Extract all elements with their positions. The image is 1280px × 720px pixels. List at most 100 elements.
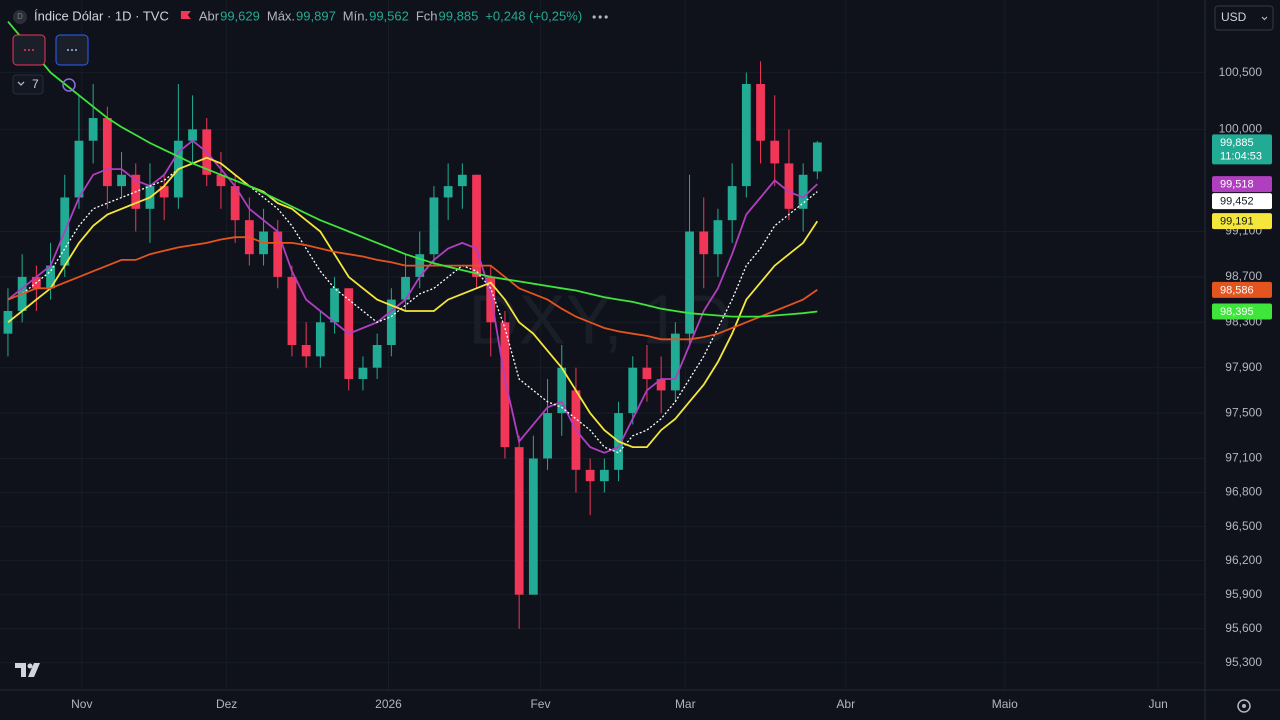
candle-body [3,310,13,334]
y-tick-label: 100,000 [1219,122,1263,136]
change: +0,248 (+0,25%) [485,8,582,23]
candle-body [330,288,339,323]
y-tick-label: 96,200 [1225,553,1262,567]
price-badge-label: 99,191 [1220,216,1254,228]
ma-line [7,156,819,448]
candle-body [401,276,410,300]
chevron [1261,16,1268,21]
price-badge-label: 99,518 [1220,178,1254,190]
candle-body [528,458,538,595]
price-badge [1212,213,1272,230]
candle-body [741,83,751,187]
countdown: 11:04:53 [1220,150,1262,162]
y-tick-label: 95,600 [1225,621,1262,635]
price-badge [1212,281,1272,298]
collapse-button[interactable] [12,74,44,95]
candle-body [457,174,467,187]
y-tick-label: 100,500 [1219,65,1263,79]
y-tick-label: 97,100 [1225,451,1262,465]
ohlc-value: 99,885 [439,8,479,23]
candle-body [656,379,666,391]
currency-button[interactable] [1214,5,1274,31]
symbol-icon [13,10,27,24]
ohlc-label: Fch [416,8,438,23]
candle-body [812,142,822,172]
logo[interactable] [15,663,40,677]
x-tick-label: Jun [1148,697,1167,711]
y-tick-label: 95,900 [1225,587,1262,601]
chevron [17,81,25,86]
candle-body [102,118,112,187]
price-badge [1212,134,1272,165]
dots [67,49,77,51]
ma-line [7,21,818,318]
candle-body [628,367,638,414]
candle-body [46,265,55,289]
candle-body [315,322,325,357]
settings-icon[interactable] [1237,699,1251,713]
refresh-icon[interactable] [62,78,76,92]
x-tick-label: Nov [71,697,92,711]
candle-body [713,220,723,255]
candle-body [756,83,765,141]
symbol-icon-letter: D [17,12,23,21]
candle-body [358,367,368,380]
axes: 100,500100,00099,10098,70098,30097,90097… [71,65,1262,711]
more-dot [592,15,596,19]
x-tick-label: 2026 [375,697,402,711]
price-badge-label: 98,395 [1220,306,1254,318]
candle-body [117,174,126,187]
y-tick-label: 95,300 [1225,655,1262,669]
ohlc-value: 99,897 [296,8,336,23]
candle-body [685,231,694,334]
candle-body [472,174,481,277]
ohlc-label: Máx. [267,8,295,23]
candle-body [188,129,197,141]
candle-body [159,186,169,198]
candle-body [230,186,240,221]
x-tick-label: Dez [216,697,237,711]
x-tick-label: Maio [992,697,1018,711]
candle-body [670,333,680,391]
candle-body [585,469,595,482]
candle-body [500,322,510,448]
more-dot [598,15,602,19]
x-tick-label: Abr [836,697,855,711]
y-tick-label: 98,700 [1225,269,1262,283]
y-tick-label: 96,500 [1225,519,1262,533]
plot [3,21,822,629]
price-badges: 99,88511:04:5399,51899,45299,19198,58698… [1212,134,1272,320]
candle-body [273,231,283,277]
candle-body [543,413,552,459]
grid [0,0,1205,690]
candle-body [599,469,609,482]
ohlc-value: 99,629 [220,8,260,23]
dots [24,49,34,51]
ohlc-label: Mín. [343,8,368,23]
indicator-count: 7 [32,77,39,91]
header[interactable]: Índice Dólar · 1D · TVC Abr 99,629 Máx. 99,8… [34,8,608,23]
flag-icon [180,11,191,19]
price-badge-label: 99,885 [1220,137,1254,149]
y-tick-label: 97,900 [1225,360,1262,374]
candle-body [372,345,382,368]
more-dot [604,15,608,19]
candle-body [216,174,226,187]
x-tick-label: Mar [675,697,696,711]
ma-line [7,156,818,454]
price-badge-label: 98,586 [1220,284,1254,296]
candle-body [443,186,453,198]
settings-icon-center [1242,704,1246,708]
candle-body [514,447,524,595]
y-tick-label: 96,800 [1225,485,1262,499]
ma-line [7,236,818,341]
candle-body [727,186,737,221]
candle-body [784,163,794,209]
currency: USD [1221,10,1247,24]
candle-body [386,299,396,345]
symbol-title: Índice Dólar · 1D · TVC [34,8,169,23]
candle-body [301,345,311,357]
